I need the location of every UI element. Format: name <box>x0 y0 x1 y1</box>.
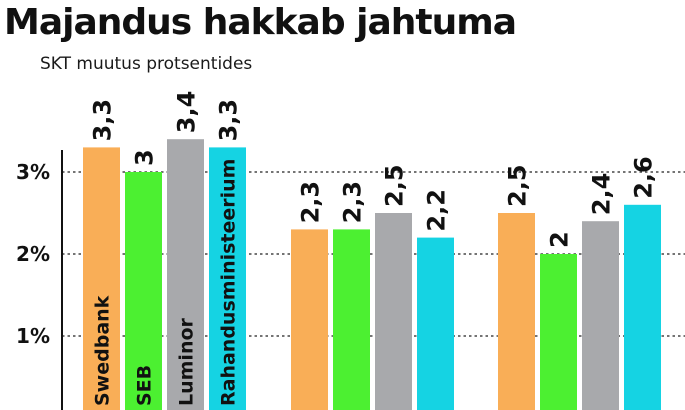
bar-seb-2 <box>333 229 370 410</box>
value-label: 2,6 <box>630 156 658 199</box>
value-label: 2,2 <box>423 189 451 232</box>
series-name-label: Rahandusministeerium <box>218 159 240 406</box>
bar-luminor-1 <box>167 139 204 410</box>
bar-luminor-2 <box>375 213 412 410</box>
value-label: 2,5 <box>504 164 532 207</box>
bar-rahandusministeerium-3 <box>624 204 661 410</box>
series-name-label: Luminor <box>176 317 198 406</box>
value-label: 2,5 <box>381 164 409 207</box>
series-name-label: SEB <box>134 365 156 406</box>
y-tick-label: 3% <box>16 160 50 184</box>
y-tick-label: 1% <box>16 324 50 348</box>
value-label: 2,3 <box>339 181 367 224</box>
value-label: 2,4 <box>588 173 616 216</box>
bar-swedbank-3 <box>498 213 535 410</box>
value-label: 3,4 <box>173 91 201 134</box>
y-tick-label: 2% <box>16 242 50 266</box>
bar-seb-1 <box>125 172 162 410</box>
value-label: 2 <box>546 231 574 248</box>
bar-luminor-3 <box>582 221 619 410</box>
bar-swedbank-1 <box>83 147 120 410</box>
value-label: 3,3 <box>89 99 117 142</box>
value-label: 3 <box>131 149 159 166</box>
bar-rahandusministeerium-2 <box>417 237 454 410</box>
chart-subtitle: SKT muutus protsentides <box>40 54 253 74</box>
chart-title: Majandus hakkab jahtuma <box>4 2 517 43</box>
bar-seb-3 <box>540 254 577 410</box>
bar-rahandusministeerium-1 <box>209 147 246 410</box>
series-name-label: Swedbank <box>92 295 114 406</box>
bar-swedbank-2 <box>291 229 328 410</box>
value-label: 2,3 <box>297 181 325 224</box>
value-label: 3,3 <box>215 99 243 142</box>
